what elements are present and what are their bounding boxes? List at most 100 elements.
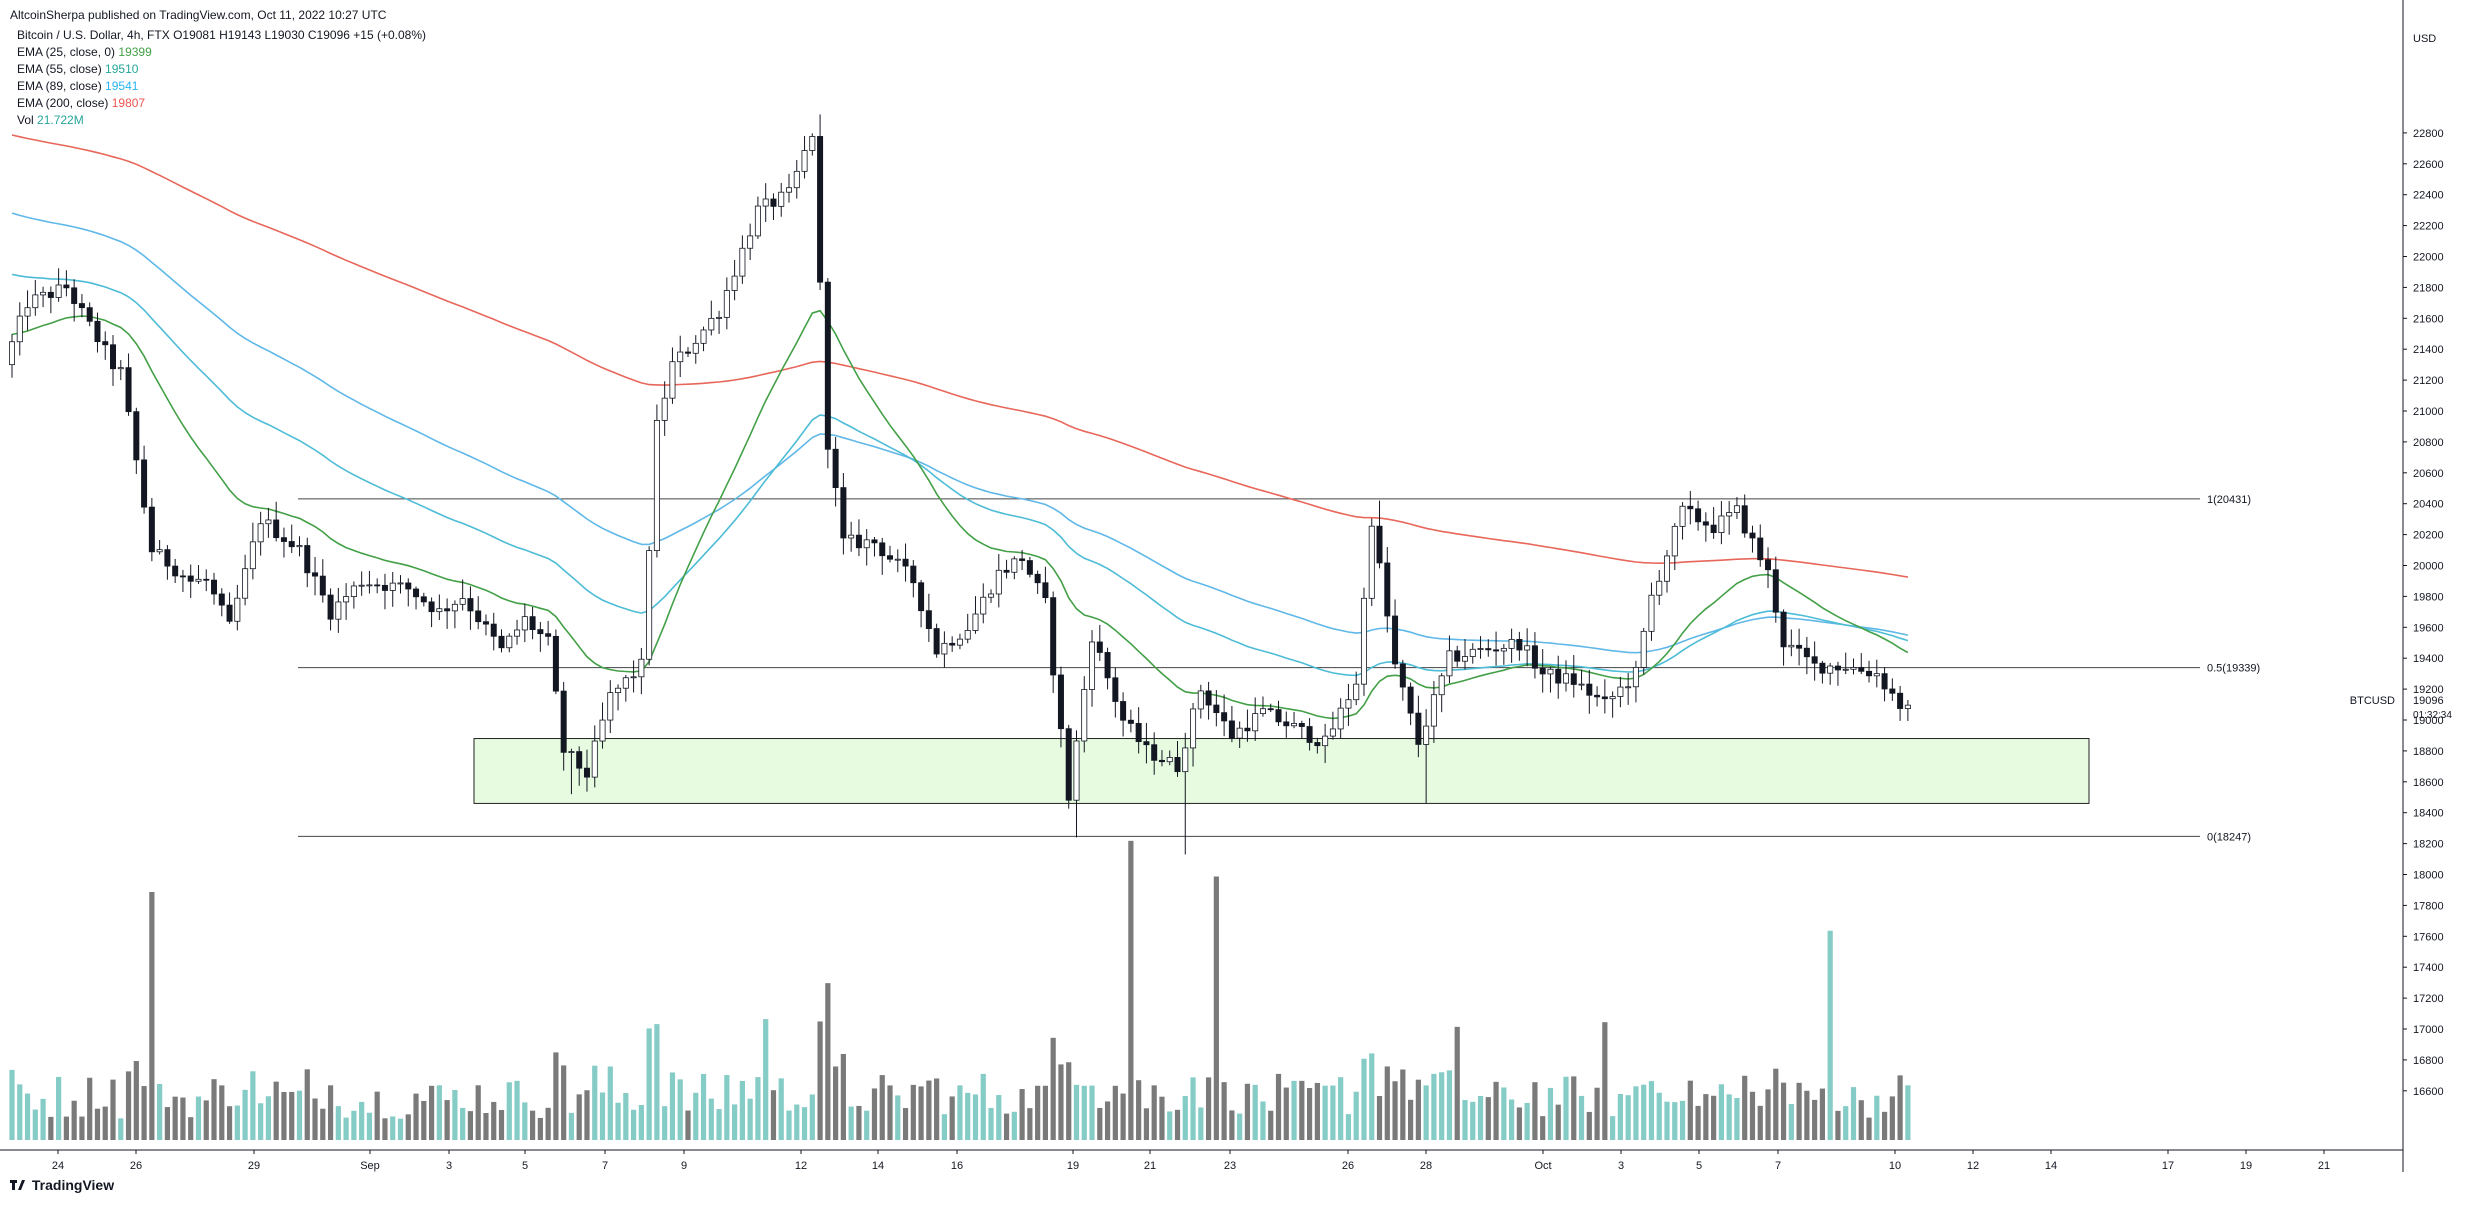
price-tick-label[interactable]: 22400: [2413, 190, 2444, 202]
price-tick-label[interactable]: 21200: [2413, 375, 2444, 387]
candle[interactable]: [1772, 556, 1779, 623]
time-tick-label[interactable]: 26: [1342, 1160, 1354, 1172]
candle[interactable]: [1508, 628, 1515, 663]
price-tick-label[interactable]: 21600: [2413, 313, 2444, 325]
candle[interactable]: [1632, 660, 1639, 703]
candle[interactable]: [1500, 644, 1507, 665]
candle[interactable]: [1485, 639, 1492, 657]
candle[interactable]: [110, 335, 117, 386]
candle[interactable]: [381, 573, 388, 610]
candle[interactable]: [1050, 591, 1057, 693]
candle[interactable]: [1399, 659, 1406, 701]
candle[interactable]: [374, 578, 381, 594]
tradingview-logo[interactable]: TradingView: [10, 1177, 114, 1193]
candle[interactable]: [1089, 630, 1096, 707]
price-tick-label[interactable]: 17200: [2413, 993, 2444, 1005]
candle[interactable]: [988, 589, 995, 603]
candle[interactable]: [1726, 501, 1733, 535]
candle[interactable]: [747, 223, 754, 260]
candle[interactable]: [925, 593, 932, 642]
candle[interactable]: [1617, 676, 1624, 708]
candle[interactable]: [630, 660, 637, 693]
candle[interactable]: [1718, 501, 1725, 545]
candle[interactable]: [1664, 550, 1671, 593]
candle[interactable]: [343, 583, 350, 620]
price-tick-label[interactable]: 17800: [2413, 900, 2444, 912]
candle[interactable]: [918, 579, 925, 628]
candle[interactable]: [855, 519, 862, 557]
candle[interactable]: [591, 725, 598, 788]
candle[interactable]: [949, 636, 956, 652]
price-tick-label[interactable]: 19600: [2413, 622, 2444, 634]
time-tick-label[interactable]: 26: [130, 1160, 142, 1172]
candle[interactable]: [754, 196, 761, 239]
candle[interactable]: [467, 586, 474, 630]
price-tick-label[interactable]: 22200: [2413, 221, 2444, 233]
candle[interactable]: [55, 268, 62, 302]
candle[interactable]: [638, 647, 645, 695]
time-tick-label[interactable]: 9: [681, 1160, 687, 1172]
candle[interactable]: [1019, 550, 1026, 571]
candle[interactable]: [164, 545, 171, 580]
ema89-line[interactable]: [11, 212, 1909, 654]
candle[interactable]: [560, 682, 567, 771]
price-tick-label[interactable]: 21000: [2413, 406, 2444, 418]
candle[interactable]: [1104, 647, 1111, 690]
candle[interactable]: [366, 570, 373, 594]
candle[interactable]: [1765, 547, 1772, 589]
candle[interactable]: [32, 280, 39, 316]
candle[interactable]: [1228, 706, 1235, 743]
candle[interactable]: [117, 360, 124, 381]
last-price-value[interactable]: 19096: [2413, 695, 2444, 707]
candle[interactable]: [1601, 679, 1608, 714]
candle[interactable]: [280, 527, 287, 558]
price-tick-label[interactable]: 19200: [2413, 684, 2444, 696]
candle[interactable]: [413, 586, 420, 610]
candle[interactable]: [887, 545, 894, 563]
candle[interactable]: [1120, 692, 1127, 737]
candle[interactable]: [879, 537, 886, 575]
ema55-line[interactable]: [11, 273, 1909, 677]
candle[interactable]: [1850, 658, 1857, 675]
candle[interactable]: [1477, 636, 1484, 659]
price-tick-label[interactable]: 20000: [2413, 561, 2444, 573]
candle[interactable]: [218, 588, 225, 617]
candle[interactable]: [1524, 628, 1531, 667]
candle[interactable]: [1259, 696, 1266, 717]
candle[interactable]: [304, 537, 311, 588]
candle[interactable]: [1842, 652, 1849, 675]
candle[interactable]: [964, 613, 971, 644]
candle[interactable]: [1392, 599, 1399, 669]
price-tick-label[interactable]: 21800: [2413, 282, 2444, 294]
candle[interactable]: [848, 521, 855, 552]
candle[interactable]: [933, 623, 940, 658]
candle[interactable]: [1531, 632, 1538, 679]
candle[interactable]: [840, 473, 847, 555]
time-tick-label[interactable]: Sep: [360, 1160, 380, 1172]
candle[interactable]: [1594, 686, 1601, 707]
candle[interactable]: [498, 629, 505, 653]
candle[interactable]: [972, 596, 979, 634]
candle[interactable]: [8, 334, 15, 378]
candle[interactable]: [1788, 629, 1795, 657]
candle[interactable]: [444, 598, 451, 629]
candle[interactable]: [1158, 750, 1165, 767]
candle[interactable]: [405, 578, 412, 607]
candle[interactable]: [1625, 672, 1632, 705]
candle[interactable]: [956, 633, 963, 650]
candle[interactable]: [350, 581, 357, 609]
time-tick-label[interactable]: 21: [1144, 1160, 1156, 1172]
ema200-line[interactable]: [11, 134, 1909, 578]
candle[interactable]: [249, 522, 256, 580]
candle[interactable]: [1360, 587, 1367, 696]
candle[interactable]: [514, 619, 521, 645]
time-tick-label[interactable]: 12: [1967, 1160, 1979, 1172]
price-tick-label[interactable]: 18800: [2413, 746, 2444, 758]
candle[interactable]: [1757, 524, 1764, 567]
candle[interactable]: [133, 407, 140, 474]
support-zone[interactable]: [473, 738, 2090, 804]
time-tick-label[interactable]: 12: [795, 1160, 807, 1172]
time-tick-label[interactable]: 5: [1696, 1160, 1702, 1172]
candle[interactable]: [708, 300, 715, 336]
candle[interactable]: [1236, 721, 1243, 749]
